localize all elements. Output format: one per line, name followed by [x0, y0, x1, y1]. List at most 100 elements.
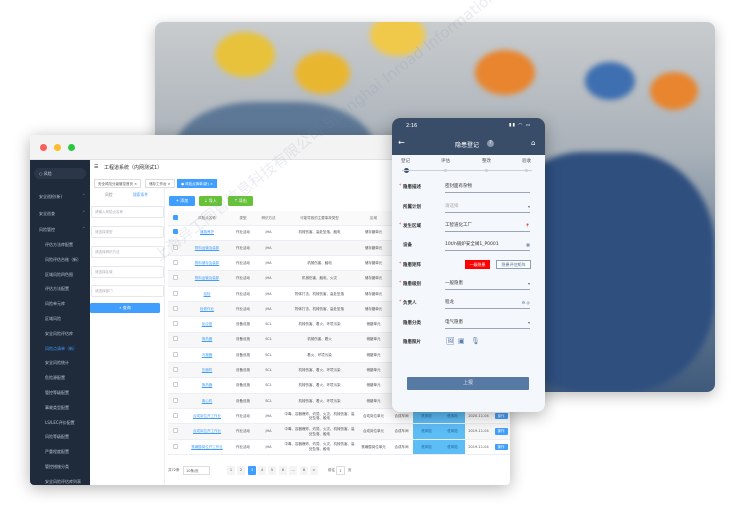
- add-button[interactable]: + 添加: [169, 196, 195, 206]
- scan-icon[interactable]: ▦: [526, 242, 530, 247]
- sidebar-subitem[interactable]: 事故类型配置: [30, 402, 90, 414]
- row-checkbox[interactable]: [173, 275, 178, 281]
- sidebar-subitem[interactable]: 管控措施分类: [30, 461, 90, 473]
- page-number-button[interactable]: 5: [268, 466, 276, 475]
- page-number-button[interactable]: 3: [248, 466, 256, 475]
- row-checkbox[interactable]: [173, 259, 178, 265]
- hazard-level-badge[interactable]: 一级隐患: [465, 260, 490, 269]
- row-action-button[interactable]: 操作: [494, 443, 508, 451]
- field-input[interactable]: 密封面有杂物: [445, 183, 530, 193]
- sidebar-search-input[interactable]: ○ 风险: [34, 168, 86, 179]
- risk-point-link[interactable]: 物料储存及装卸: [194, 260, 220, 265]
- area-select[interactable]: 请选择区域: [91, 266, 164, 278]
- sidebar-subitem[interactable]: 风险点清单（新）: [30, 343, 90, 355]
- row-checkbox[interactable]: [173, 321, 178, 327]
- menu-toggle-icon[interactable]: ☰: [94, 164, 99, 170]
- page-number-button[interactable]: 2: [237, 466, 245, 475]
- location-pin-icon[interactable]: 📍: [525, 223, 530, 228]
- row-checkbox[interactable]: [173, 305, 178, 311]
- sidebar-subitem[interactable]: 危险源配置: [30, 372, 90, 384]
- row-checkbox[interactable]: [173, 397, 178, 403]
- risk-point-link[interactable]: 巡检: [203, 291, 211, 296]
- page-tab[interactable]: 储存工作台 ×: [145, 179, 175, 188]
- row-checkbox[interactable]: [173, 290, 178, 296]
- dropdown-caret-icon[interactable]: ▾: [527, 281, 530, 286]
- row-checkbox[interactable]: [173, 443, 178, 449]
- risk-point-link[interactable]: 物料运输及装卸: [194, 276, 220, 281]
- sidebar-item[interactable]: 风险管控 ˄: [30, 224, 90, 236]
- page-tab[interactable]: ● 风险点清单(新) ×: [177, 179, 217, 188]
- row-checkbox[interactable]: [173, 229, 178, 235]
- dropdown-caret-icon[interactable]: ▾: [527, 204, 530, 209]
- risk-point-link[interactable]: 物料运输及装卸: [194, 245, 220, 250]
- page-number-button[interactable]: 4: [258, 466, 266, 475]
- filter-tab-conditions[interactable]: 搜索条件: [133, 192, 149, 197]
- row-checkbox[interactable]: [173, 336, 178, 342]
- risk-point-link[interactable]: 换热器: [201, 337, 213, 342]
- page-tab[interactable]: 安全风险分级管控首页 ×: [94, 179, 142, 188]
- sidebar-subitem[interactable]: 安全风险评估库列表: [30, 476, 90, 485]
- risk-point-link[interactable]: 合成岗位开工作业: [193, 429, 221, 434]
- row-checkbox[interactable]: [173, 367, 178, 373]
- goto-page-input[interactable]: 1: [336, 466, 345, 475]
- page-number-button[interactable]: ...: [289, 466, 297, 475]
- field-input[interactable]: 10t/h锅炉安全阀1_P0001 ▦: [445, 241, 530, 251]
- risk-point-link[interactable]: 检修作业: [200, 306, 214, 311]
- field-input[interactable]: 程龙 ⚙ ◎: [445, 299, 530, 309]
- filter-tab-risk[interactable]: 风险: [105, 192, 113, 197]
- sidebar-subitem[interactable]: LS/LEC评价配置: [30, 417, 90, 429]
- sidebar-subitem[interactable]: 风险等级配置: [30, 431, 90, 443]
- row-action-button[interactable]: 操作: [494, 412, 508, 420]
- type-select[interactable]: 请选择类型: [91, 226, 164, 238]
- sidebar-subitem[interactable]: 风险单元库: [30, 298, 90, 310]
- sidebar-subitem[interactable]: 管控等级配置: [30, 387, 90, 399]
- sidebar-subitem[interactable]: 安全风险统计: [30, 357, 90, 369]
- risk-point-link[interactable]: 离心机: [201, 398, 213, 403]
- page-number-button[interactable]: 8: [300, 466, 308, 475]
- field-input[interactable]: 请选择 ▾: [445, 203, 530, 213]
- select-all-checkbox[interactable]: [173, 214, 178, 220]
- risk-point-link[interactable]: 氯磺酸岗位开工作业: [191, 444, 223, 449]
- video-upload-icon[interactable]: ▣: [458, 337, 465, 345]
- submit-button[interactable]: 上报: [407, 377, 529, 390]
- row-checkbox[interactable]: [173, 351, 178, 357]
- minimize-window-button[interactable]: [54, 144, 61, 151]
- page-number-button[interactable]: 1: [227, 466, 235, 475]
- sidebar-subitem[interactable]: 严重程度配置: [30, 446, 90, 458]
- hazard-matrix-button[interactable]: 隐患评估矩阵: [496, 260, 531, 269]
- dropdown-caret-icon[interactable]: ▾: [527, 320, 530, 325]
- risk-point-name-input[interactable]: 请输入风险点名称: [91, 206, 164, 218]
- next-page-button[interactable]: >: [310, 466, 318, 475]
- sidebar-item[interactable]: 安全巡查 ˅: [30, 208, 90, 220]
- row-checkbox[interactable]: [173, 412, 178, 418]
- row-checkbox[interactable]: [173, 382, 178, 388]
- field-input[interactable]: 工智道化工厂 📍: [445, 222, 530, 232]
- risk-point-link[interactable]: 压缩机: [201, 368, 213, 373]
- sidebar-subitem[interactable]: 评估方法配置: [30, 283, 90, 295]
- field-input[interactable]: 一般隐患 ▾: [445, 280, 530, 290]
- risk-point-link[interactable]: 合成岗位开工作业: [193, 413, 221, 418]
- sidebar-subitem[interactable]: 区域风险: [30, 313, 90, 325]
- maximize-window-button[interactable]: [68, 144, 75, 151]
- export-button[interactable]: ⇡ 导出: [228, 196, 253, 206]
- risk-point-link[interactable]: 反应釜: [201, 322, 213, 327]
- query-button[interactable]: ⌕ 查询: [90, 303, 160, 313]
- sidebar-subitem[interactable]: 区域风险四色图: [30, 269, 90, 281]
- risk-point-link[interactable]: 换热器: [201, 383, 213, 388]
- row-checkbox[interactable]: [173, 244, 178, 250]
- help-icon[interactable]: ?: [487, 140, 494, 147]
- back-arrow-icon[interactable]: ←: [398, 138, 405, 147]
- page-size-select[interactable]: 10条/页: [183, 466, 210, 475]
- sidebar-subitem[interactable]: 评估方法库配置: [30, 239, 90, 251]
- close-window-button[interactable]: [40, 144, 47, 151]
- person-picker-icon[interactable]: ⚙ ◎: [521, 300, 530, 305]
- header-select-all[interactable]: [168, 211, 183, 226]
- row-action-button[interactable]: 操作: [494, 428, 508, 435]
- field-input[interactable]: 电气隐患 ▾: [445, 319, 530, 329]
- sidebar-subitem[interactable]: 安全风险评估库: [30, 328, 90, 340]
- sidebar-subitem[interactable]: 风险评估台账（新）: [30, 254, 90, 266]
- voice-record-icon[interactable]: 🎙: [471, 337, 480, 345]
- sidebar-item[interactable]: 安全巡检(新) ˅: [30, 191, 90, 203]
- method-select[interactable]: 请选择辨识方法: [91, 246, 164, 258]
- home-icon[interactable]: ⌂: [531, 139, 536, 147]
